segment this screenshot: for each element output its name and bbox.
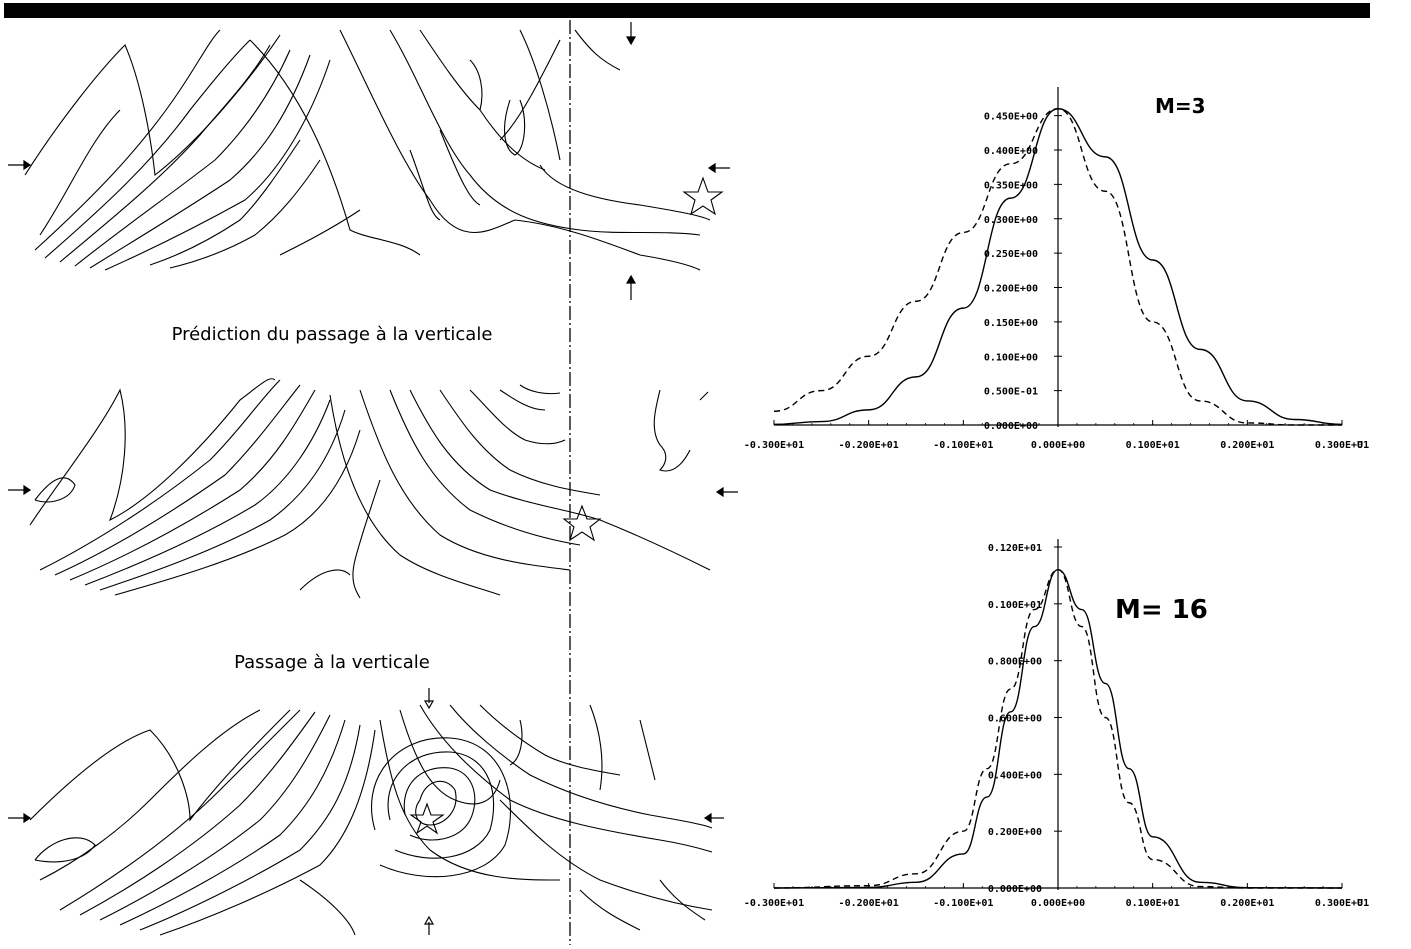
x-unit-label: U: [1357, 898, 1363, 909]
contour-maps: Prédiction du passage à la verticale Pas…: [8, 20, 738, 945]
curve-annotation: M= 16: [1115, 595, 1208, 625]
x-tick-label: -0.300E+01: [744, 440, 804, 451]
y-tick-label: 0.100E+00: [984, 352, 1038, 363]
x-tick-label: 0.200E+01: [1220, 898, 1274, 909]
y-tick-label: 0.300E+00: [984, 215, 1038, 226]
y-tick-label: 0.100E+01: [988, 600, 1042, 611]
y-tick-label: 0.200E+00: [984, 284, 1038, 295]
x-unit-label: U: [1357, 440, 1363, 451]
star-marker: [409, 802, 445, 835]
x-tick-label: 0.100E+01: [1126, 440, 1180, 451]
y-tick-label: 0.000E+00: [988, 884, 1042, 895]
top-black-bar: [4, 3, 1370, 18]
contour-panel-vertical: [29, 378, 711, 599]
x-tick-label: 0.300E+01: [1315, 440, 1369, 451]
y-tick-label: 0.500E-01: [984, 387, 1038, 398]
y-tick-label: 0.400E+00: [988, 770, 1042, 781]
y-tick-label: 0.200E+00: [988, 827, 1042, 838]
dashed-series-line: [773, 108, 1342, 426]
x-tick-label: -0.100E+01: [933, 898, 993, 909]
x-tick-label: -0.100E+01: [933, 440, 993, 451]
y-tick-label: 0.350E+00: [984, 180, 1038, 191]
star-marker: [562, 504, 602, 542]
x-tick-label: 0.300E+01: [1315, 898, 1369, 909]
y-tick-label: 0.250E+00: [984, 249, 1038, 260]
x-tick-label: 0.100E+01: [1126, 898, 1180, 909]
distribution-chart-m3: -0.300E+01 -0.200E+01 -0.100E+01 0.000E+00 0…: [744, 87, 1369, 451]
x-tick-label: -0.200E+01: [839, 898, 899, 909]
contour-panel-prediction: [24, 29, 724, 271]
star-marker: [682, 176, 724, 216]
x-tick-label: -0.200E+01: [839, 440, 899, 451]
caption-passage: Passage à la verticale: [234, 652, 430, 673]
x-tick-label: 0.000E+00: [1031, 898, 1085, 909]
dashed-series-line: [773, 569, 1342, 889]
x-tick-label: -0.300E+01: [744, 898, 804, 909]
y-tick-label: 0.400E+00: [984, 146, 1038, 157]
distribution-chart-m16: -0.300E+01 -0.200E+01 -0.100E+01 0.000E+00 0…: [744, 539, 1369, 909]
y-tick-label: 0.150E+00: [984, 318, 1038, 329]
y-tick-label: 0.000E+00: [984, 421, 1038, 432]
x-tick-label: 0.000E+00: [1031, 440, 1085, 451]
x-tick-label: 0.200E+01: [1220, 440, 1274, 451]
curve-annotation: M=3: [1155, 94, 1206, 118]
y-tick-label: 0.600E+00: [988, 714, 1042, 725]
caption-prediction: Prédiction du passage à la verticale: [172, 324, 493, 345]
y-tick-label: 0.450E+00: [984, 112, 1038, 123]
contour-panel-passage: [29, 704, 713, 936]
y-tick-label: 0.800E+00: [988, 657, 1042, 668]
y-tick-label: 0.120E+01: [988, 543, 1042, 554]
direction-arrows: [8, 22, 738, 935]
